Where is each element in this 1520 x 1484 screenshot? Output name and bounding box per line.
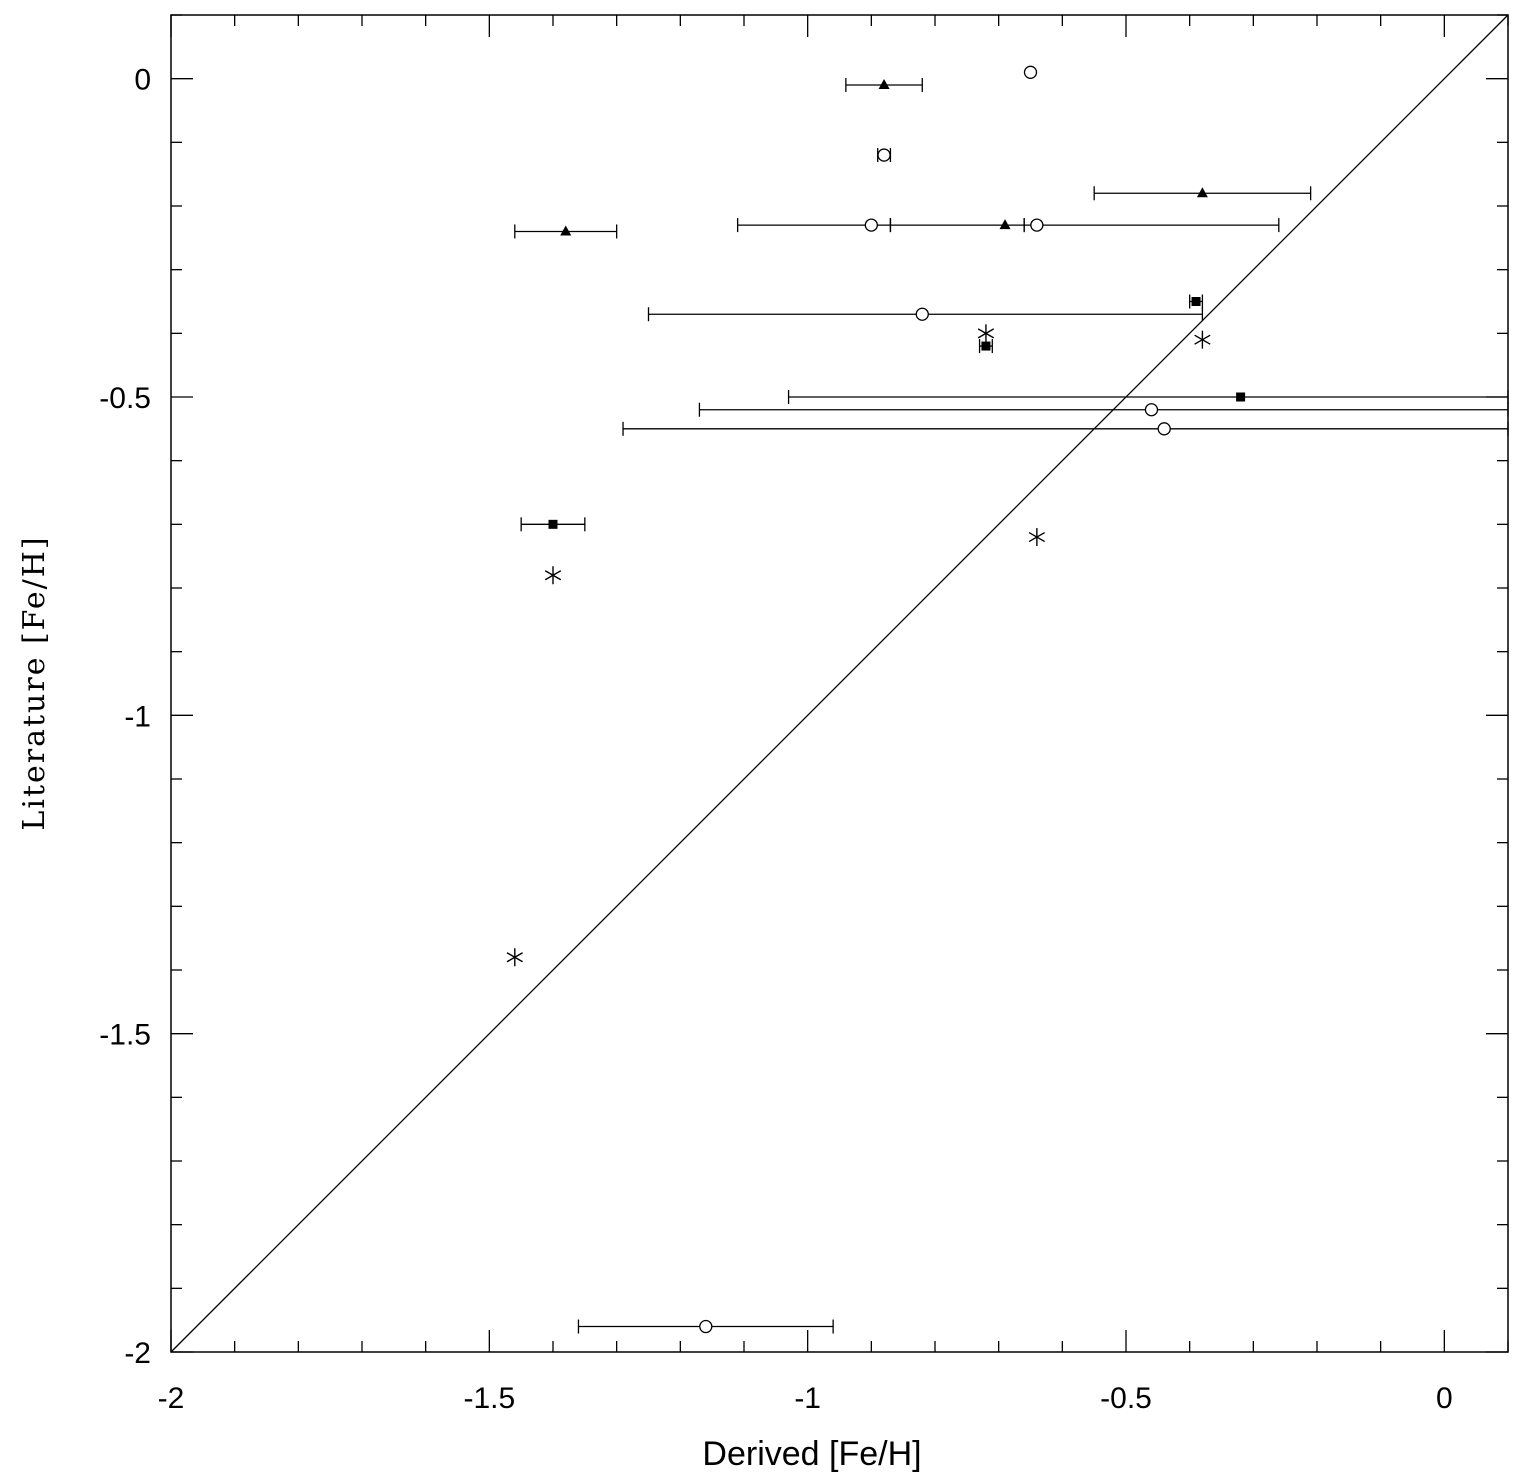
asterisk-stroke bbox=[1036, 531, 1046, 538]
x-tick-label: -1.5 bbox=[463, 1382, 515, 1415]
error-bar bbox=[698, 402, 1509, 417]
asterisk-stroke bbox=[552, 570, 562, 576]
asterisk-marker bbox=[977, 324, 995, 343]
asterisk-stroke bbox=[552, 574, 562, 581]
circle-marker bbox=[1157, 422, 1171, 436]
square-marker bbox=[1236, 392, 1246, 402]
y-tick-label: -2 bbox=[124, 1337, 151, 1370]
asterisk-stroke bbox=[514, 956, 523, 963]
circle-marker bbox=[1023, 65, 1038, 79]
asterisk-marker bbox=[1028, 528, 1046, 547]
axis-ticks bbox=[170, 14, 1509, 1353]
asterisk-stroke bbox=[977, 328, 987, 334]
asterisk-stroke bbox=[1202, 334, 1211, 341]
y-tick-label: -1 bbox=[124, 700, 151, 733]
asterisk-stroke bbox=[1028, 536, 1038, 543]
y-axis-label: Literature [Fe/H] bbox=[17, 535, 52, 830]
asterisk-stroke bbox=[544, 574, 554, 581]
square-marker bbox=[548, 519, 558, 529]
asterisk-stroke bbox=[1036, 536, 1046, 543]
axis-tick-labels: -2 -1.5 -1 -0.5 0 -2 -1.5 -1 -0.5 0 bbox=[99, 64, 1452, 1415]
error-bars bbox=[514, 78, 1509, 1334]
asterisk-stroke bbox=[985, 332, 995, 339]
asterisk-stroke bbox=[1028, 531, 1038, 538]
asterisk-marker bbox=[1194, 330, 1211, 349]
triangle-marker bbox=[1196, 187, 1208, 198]
circle-marker bbox=[915, 307, 929, 321]
asterisk-stroke bbox=[514, 952, 523, 958]
asterisk-stroke bbox=[1202, 339, 1211, 345]
x-tick-label: 0 bbox=[1436, 1382, 1453, 1415]
triangle-marker bbox=[878, 79, 890, 90]
asterisk-stroke bbox=[985, 328, 995, 334]
asterisk-marker bbox=[544, 566, 562, 585]
asterisk-stroke bbox=[544, 570, 554, 576]
y-tick-label: -0.5 bbox=[99, 382, 151, 415]
y-tick-label: 0 bbox=[134, 64, 151, 97]
circle-marker bbox=[864, 218, 878, 232]
circle-marker bbox=[877, 148, 891, 162]
identity-line-group bbox=[170, 14, 1509, 1353]
asterisk-stroke bbox=[1194, 334, 1203, 341]
x-axis-label: Derived [Fe/H] bbox=[702, 1435, 921, 1473]
y-tick-label: -1.5 bbox=[99, 1019, 151, 1052]
asterisk-marker bbox=[506, 948, 523, 967]
square-marker bbox=[981, 341, 991, 351]
x-tick-label: -2 bbox=[158, 1382, 185, 1415]
square-marker bbox=[1191, 297, 1201, 306]
error-bar bbox=[787, 390, 1509, 404]
x-tick-label: -1 bbox=[794, 1382, 821, 1415]
asterisk-stroke bbox=[1194, 339, 1203, 345]
error-bar bbox=[1023, 218, 1280, 233]
asterisk-stroke bbox=[506, 956, 516, 963]
asterisk-stroke bbox=[506, 952, 516, 958]
asterisk-stroke bbox=[977, 332, 987, 339]
data-markers bbox=[506, 65, 1246, 1334]
circle-marker bbox=[1144, 403, 1159, 417]
x-tick-label: -0.5 bbox=[1100, 1382, 1152, 1415]
circle-marker bbox=[1030, 218, 1044, 232]
error-bar bbox=[622, 421, 1509, 436]
plot-frame bbox=[170, 14, 1509, 1353]
triangle-marker bbox=[999, 219, 1011, 230]
triangle-marker bbox=[560, 225, 572, 236]
identity-line bbox=[170, 14, 1509, 1353]
circle-marker bbox=[699, 1319, 713, 1334]
